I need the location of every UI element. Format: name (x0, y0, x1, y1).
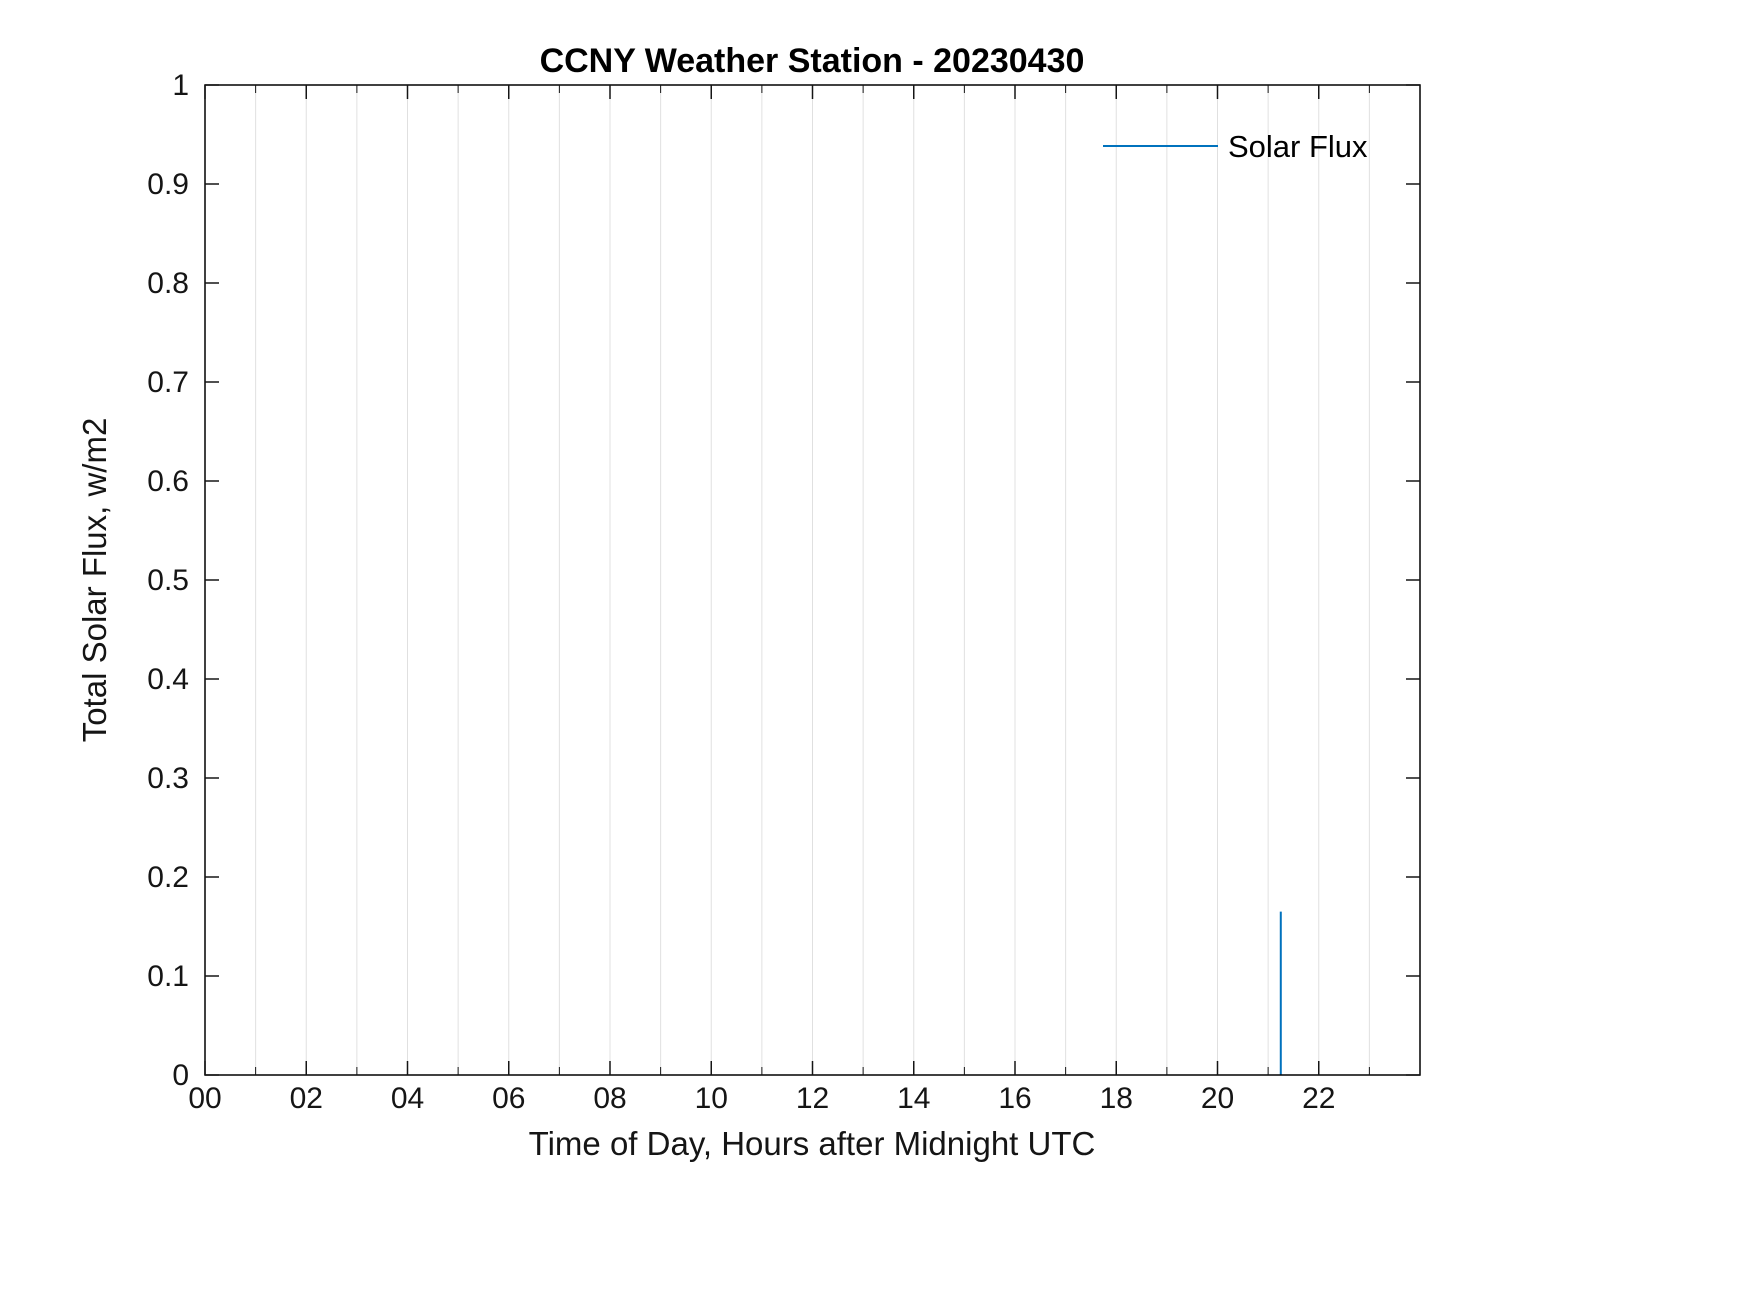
x-tick-labels: 00 02 04 06 08 10 12 14 16 18 20 22 (188, 1082, 1335, 1115)
chart-title: CCNY Weather Station - 20230430 (540, 42, 1085, 80)
y-tick-label: 0.5 (147, 564, 189, 597)
axis-ticks (204, 84, 1420, 1076)
x-tick-label: 02 (290, 1082, 323, 1115)
x-axis-label: Time of Day, Hours after Midnight UTC (529, 1125, 1096, 1162)
x-tick-label: 22 (1302, 1082, 1335, 1115)
y-tick-labels: 0 0.1 0.2 0.3 0.4 0.5 0.6 0.7 0.8 0.9 1 (147, 69, 189, 1092)
x-tick-label: 00 (188, 1082, 221, 1115)
x-tick-label: 10 (695, 1082, 728, 1115)
x-tick-label: 06 (492, 1082, 525, 1115)
y-tick-label: 0.8 (147, 267, 189, 300)
x-tick-label: 16 (998, 1082, 1031, 1115)
y-tick-label: 0.7 (147, 366, 189, 399)
y-tick-label: 1 (172, 69, 189, 102)
x-tick-label: 20 (1201, 1082, 1234, 1115)
x-tick-label: 04 (391, 1082, 424, 1115)
y-tick-label: 0.2 (147, 861, 189, 894)
y-tick-label: 0.9 (147, 168, 189, 201)
y-tick-label: 0.1 (147, 960, 189, 993)
y-axis-label: Total Solar Flux, w/m2 (76, 418, 113, 743)
y-tick-label: 0.3 (147, 762, 189, 795)
x-tick-label: 12 (796, 1082, 829, 1115)
x-tick-label: 08 (593, 1082, 626, 1115)
gridlines (255, 85, 1370, 1075)
y-tick-label: 0 (172, 1059, 189, 1092)
y-tick-label: 0.6 (147, 465, 189, 498)
x-tick-label: 14 (897, 1082, 930, 1115)
legend: Solar Flux (1103, 129, 1368, 164)
y-tick-label: 0.4 (147, 663, 189, 696)
legend-label: Solar Flux (1228, 129, 1368, 164)
x-tick-label: 18 (1100, 1082, 1133, 1115)
